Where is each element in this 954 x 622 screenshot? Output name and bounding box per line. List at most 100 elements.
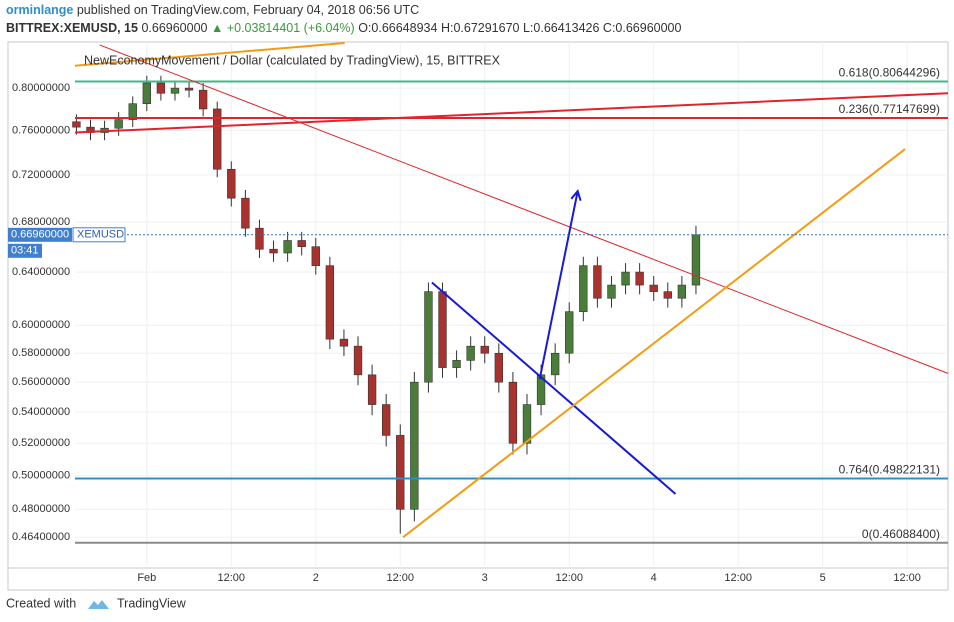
y-tick-label: 0.60000000: [12, 319, 70, 331]
x-tick-label: 12:00: [893, 572, 921, 584]
candle-body: [114, 119, 123, 129]
logo: [88, 600, 109, 609]
candle-body: [635, 271, 644, 286]
marks: 0.618(0.80644296) 0.236(0.77147699) 0.764(…: [8, 41, 949, 544]
ohlc: L:0.66413426: [523, 21, 600, 35]
countdown-tag: [8, 243, 42, 258]
trend-line: [431, 281, 677, 495]
trend-line: [538, 190, 579, 380]
y-tick-label: 0.48000000: [12, 503, 70, 515]
fib-label: 0(0.46088400): [862, 527, 940, 541]
candle-body: [156, 82, 166, 94]
candle-body: [550, 352, 560, 376]
change: ▲ +0.03814401 (+6.04%): [211, 21, 355, 35]
candle-body: [649, 284, 658, 292]
y-tick-label: 0.72000000: [12, 169, 70, 181]
y-tick-label: 0.52000000: [12, 437, 70, 449]
trend-line: [402, 148, 906, 539]
candle-body: [607, 284, 616, 299]
candle-body: [396, 435, 405, 510]
y-tick-label: 0.58000000: [12, 347, 70, 359]
y-tick-label: 0.56000000: [12, 376, 70, 388]
trend-line: [99, 44, 949, 374]
header-line-2: BITTREX:XEMUSD, 15 0.66960000 ▲ +0.03814…: [6, 21, 682, 35]
candle-body: [424, 291, 433, 383]
candle-body: [579, 265, 588, 312]
y-tick-label: 0.64000000: [12, 266, 70, 278]
candle-body: [438, 291, 447, 368]
candle-body: [325, 265, 335, 340]
fib-label: 0.764(0.49822131): [839, 463, 940, 477]
ohlc: C:0.66960000: [603, 21, 682, 35]
arrow-head: [570, 189, 582, 202]
candle-body: [367, 374, 377, 405]
candle-body: [466, 345, 475, 361]
candle-body: [311, 246, 320, 266]
symbol-tag: [72, 227, 126, 243]
candle-body: [170, 87, 180, 94]
y-tick-label: 0.68000000: [12, 216, 70, 228]
x-tick-label: 2: [313, 572, 319, 584]
y-tick-label: 0.54000000: [12, 406, 70, 418]
y-tick-label: 0.80000000: [12, 82, 70, 94]
candle-body: [283, 240, 292, 254]
y-tick-label: 0.76000000: [12, 124, 70, 136]
published: published on TradingView.com, February 0…: [77, 3, 419, 17]
candle-body: [677, 284, 687, 299]
x-tick-label: 12:00: [555, 572, 583, 584]
candle-body: [480, 345, 489, 354]
candle-body: [621, 271, 630, 286]
candle-body: [198, 89, 208, 110]
candle-body: [382, 404, 391, 436]
candle-body: [184, 87, 194, 91]
candle-body: [255, 227, 264, 250]
candle-body: [663, 291, 672, 299]
candle-body: [410, 381, 419, 510]
x-tick-label: 12:00: [218, 572, 246, 584]
candle-body: [142, 82, 151, 105]
candle-body: [128, 103, 137, 120]
candle-body: [72, 121, 81, 128]
ohlc: O:0.66648934: [358, 21, 437, 35]
x-tick-label: Feb: [137, 572, 156, 584]
countdown-label: 03:41: [11, 245, 39, 257]
y-tick-label: 0.46400000: [12, 531, 70, 543]
candle-body: [508, 381, 518, 444]
price-tag: [8, 227, 72, 242]
fib-label: 0.618(0.80644296): [839, 66, 940, 80]
x-tick-label: 12:00: [386, 572, 414, 584]
candle-body: [297, 240, 306, 248]
trend-line: [74, 41, 345, 67]
footer-brand[interactable]: TradingView: [117, 596, 187, 610]
grid: 0.80000000 0.76000000 0.72000000 0.68000000…: [12, 42, 948, 584]
y-tick-label: 0.50000000: [12, 470, 70, 482]
symbol-tag-label: XEMUSD: [77, 229, 124, 241]
candle-body: [339, 338, 349, 347]
candle-body: [241, 197, 250, 229]
candle-body: [269, 248, 278, 254]
legend: NewEconomyMovement / Dollar (calculated …: [84, 53, 501, 67]
candle-body: [593, 265, 602, 299]
candle-body: [565, 311, 574, 354]
candle-body: [353, 345, 363, 376]
ohlc: H:0.67291670: [441, 21, 520, 35]
candle-body: [691, 234, 701, 286]
candle-body: [522, 404, 532, 444]
x-tick-label: 12:00: [724, 572, 752, 584]
frame: [7, 41, 949, 591]
author[interactable]: orminlange: [6, 3, 73, 17]
footer: Created with TradingView: [6, 596, 187, 610]
candle-body: [494, 352, 503, 383]
trend-line: [74, 92, 949, 134]
x-tick-label: 5: [820, 572, 826, 584]
candle-body: [452, 360, 461, 368]
header-line-1: orminlange published on TradingView.com,…: [6, 3, 419, 17]
price: 0.66960000: [141, 21, 207, 35]
fib-label: 0.236(0.77147699): [839, 102, 940, 116]
candle-body: [213, 108, 222, 170]
footer-created: Created with: [6, 596, 76, 610]
candle-body: [227, 168, 236, 199]
symbol: BITTREX:XEMUSD, 15: [6, 21, 138, 35]
